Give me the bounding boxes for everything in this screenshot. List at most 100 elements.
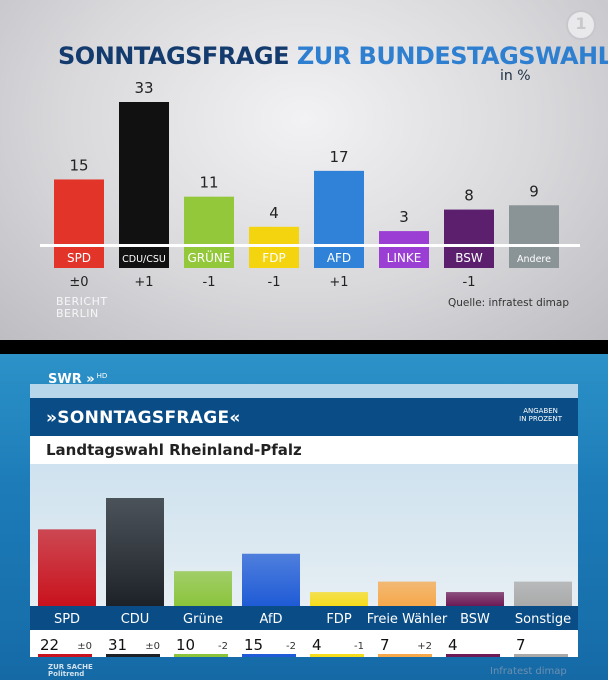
category-label-afd: AfD bbox=[259, 612, 282, 627]
change-label-bsw: -1 bbox=[463, 275, 476, 290]
chart-subtitle: Landtagswahl Rheinland-Pfalz bbox=[46, 441, 302, 459]
bar-bsw bbox=[446, 592, 504, 606]
category-label-freie-w-hler: Freie Wähler bbox=[367, 612, 448, 627]
channel-logo: SWR » HD bbox=[48, 372, 108, 387]
bar-andere bbox=[509, 205, 559, 244]
change-label-afd: -2 bbox=[286, 641, 296, 652]
category-label-gr-ne: GRÜNE bbox=[188, 249, 231, 265]
color-underline-gr-ne bbox=[174, 654, 228, 657]
value-row bbox=[30, 630, 578, 657]
value-label-cdu-csu: 33 bbox=[134, 79, 153, 97]
landtag-bar-chart: SPD 22 ±0 CDU 31 ±0 Grüne 10 -2 AfD 15 -2 FDP 4 -1 Frei… bbox=[38, 498, 572, 657]
ard-logo: 1 bbox=[566, 10, 596, 40]
title-part1: SONNTAGSFRAGE bbox=[58, 42, 289, 70]
category-tile-cdu-csu bbox=[119, 247, 169, 268]
value-label-fdp: 4 bbox=[269, 204, 279, 222]
category-tile-fdp bbox=[249, 247, 299, 268]
chart-title: »SONNTAGSFRAGE« bbox=[46, 408, 241, 428]
bar-fdp bbox=[249, 226, 299, 244]
bar-cdu bbox=[106, 498, 164, 606]
category-tile-gr-ne bbox=[184, 247, 234, 268]
card-top-strip bbox=[30, 384, 578, 398]
subtitle-bar: Landtagswahl Rheinland-Pfalz bbox=[30, 436, 578, 464]
landtag-poll-panel: SWR » HD »SONNTAGSFRAGE« ANGABEN IN PROZE… bbox=[0, 354, 608, 680]
color-underline-sonstige bbox=[514, 654, 568, 657]
color-underline-cdu bbox=[106, 654, 160, 657]
bar-fdp bbox=[310, 592, 368, 606]
value-label-fdp: 4 bbox=[312, 636, 322, 654]
value-label-bsw: 8 bbox=[464, 187, 474, 205]
chart-baseline bbox=[40, 244, 580, 247]
category-label-fdp: FDP bbox=[326, 612, 351, 627]
change-label-cdu: ±0 bbox=[145, 641, 160, 652]
value-label-afd: 17 bbox=[329, 148, 348, 166]
color-underline-afd bbox=[242, 654, 296, 657]
panel-separator bbox=[0, 340, 608, 354]
value-label-linke: 3 bbox=[399, 208, 409, 226]
unit-label: ANGABEN IN PROZENT bbox=[519, 407, 562, 423]
value-label-freie-w-hler: 7 bbox=[380, 636, 390, 654]
change-label-spd: ±0 bbox=[77, 641, 92, 652]
category-label-bsw: BSW bbox=[460, 612, 490, 627]
show-logo: BERICHT BERLIN bbox=[56, 295, 108, 320]
change-label-gr-ne: -2 bbox=[218, 641, 228, 652]
category-tile-linke bbox=[379, 247, 429, 268]
value-label-gr-ne: 11 bbox=[199, 174, 218, 192]
bar-afd bbox=[314, 170, 364, 244]
bar-afd bbox=[242, 553, 300, 606]
party-label-row bbox=[30, 606, 578, 630]
bar-spd bbox=[54, 179, 104, 244]
bar-linke bbox=[379, 231, 429, 244]
value-label-sonstige: 7 bbox=[516, 636, 526, 654]
unit-label: in % bbox=[500, 68, 531, 84]
change-label-fdp: -1 bbox=[268, 275, 281, 290]
chart-title: SONNTAGSFRAGE ZUR BUNDESTAGSWAHL bbox=[58, 42, 608, 70]
value-label-afd: 15 bbox=[244, 636, 263, 654]
change-label-fdp: -1 bbox=[354, 641, 364, 652]
color-underline-freie-w-hler bbox=[378, 654, 432, 657]
change-label-cdu-csu: +1 bbox=[134, 275, 153, 290]
value-label-andere: 9 bbox=[529, 182, 539, 200]
change-label-gr-ne: -1 bbox=[203, 275, 216, 290]
bar-spd bbox=[38, 529, 96, 606]
value-label-cdu: 31 bbox=[108, 636, 127, 654]
category-label-cdu-csu: CDU/CSU bbox=[122, 254, 166, 265]
title-part2: ZUR BUNDESTAGSWAHL bbox=[296, 42, 608, 70]
bundestag-poll-panel: SONNTAGSFRAGE ZUR BUNDESTAGSWAHL in % 1 … bbox=[0, 0, 608, 340]
bar-sonstige bbox=[514, 581, 572, 606]
change-label-spd: ±0 bbox=[69, 275, 88, 290]
category-tile-bsw bbox=[444, 247, 494, 268]
change-label-afd: +1 bbox=[329, 275, 348, 290]
color-underline-fdp bbox=[310, 654, 364, 657]
category-label-spd: SPD bbox=[54, 612, 80, 627]
change-label-freie-w-hler: +2 bbox=[417, 641, 432, 652]
bar-freie-w-hler bbox=[378, 581, 436, 606]
category-label-cdu: CDU bbox=[121, 612, 150, 627]
value-label-gr-ne: 10 bbox=[176, 636, 195, 654]
category-label-fdp: FDP bbox=[262, 251, 285, 265]
category-label-bsw: BSW bbox=[455, 251, 483, 265]
category-label-spd: SPD bbox=[67, 251, 91, 265]
color-underline-spd bbox=[38, 654, 92, 657]
category-label-sonstige: Sonstige bbox=[515, 612, 571, 627]
source-note: Infratest dimap bbox=[490, 666, 567, 677]
value-label-bsw: 4 bbox=[448, 636, 458, 654]
bundestag-bar-chart: 15 SPD ±0 33 CDU/CSU +1 11 GRÜNE -1 4 FDP -1 17 AFD +1… bbox=[54, 79, 559, 290]
show-logo: ZUR SACHE Politrend bbox=[48, 663, 93, 678]
color-underline-bsw bbox=[446, 654, 500, 657]
bar-gr-ne bbox=[184, 196, 234, 244]
card-header: »SONNTAGSFRAGE« ANGABEN IN PROZENT bbox=[30, 398, 578, 436]
category-label-gr-ne: Grüne bbox=[183, 612, 223, 627]
source-note: Quelle: infratest dimap bbox=[448, 297, 569, 309]
category-label-afd: AFD bbox=[327, 251, 351, 265]
value-label-spd: 22 bbox=[40, 636, 59, 654]
bar-gr-ne bbox=[174, 571, 232, 606]
bar-bsw bbox=[444, 209, 494, 244]
bar-cdu-csu bbox=[119, 102, 169, 244]
category-tile-spd bbox=[54, 247, 104, 268]
category-label-andere: Andere bbox=[517, 254, 551, 265]
category-tile-afd bbox=[314, 247, 364, 268]
category-tile-andere bbox=[509, 247, 559, 268]
value-label-spd: 15 bbox=[69, 156, 88, 174]
category-label-linke: LINKE bbox=[387, 251, 422, 265]
